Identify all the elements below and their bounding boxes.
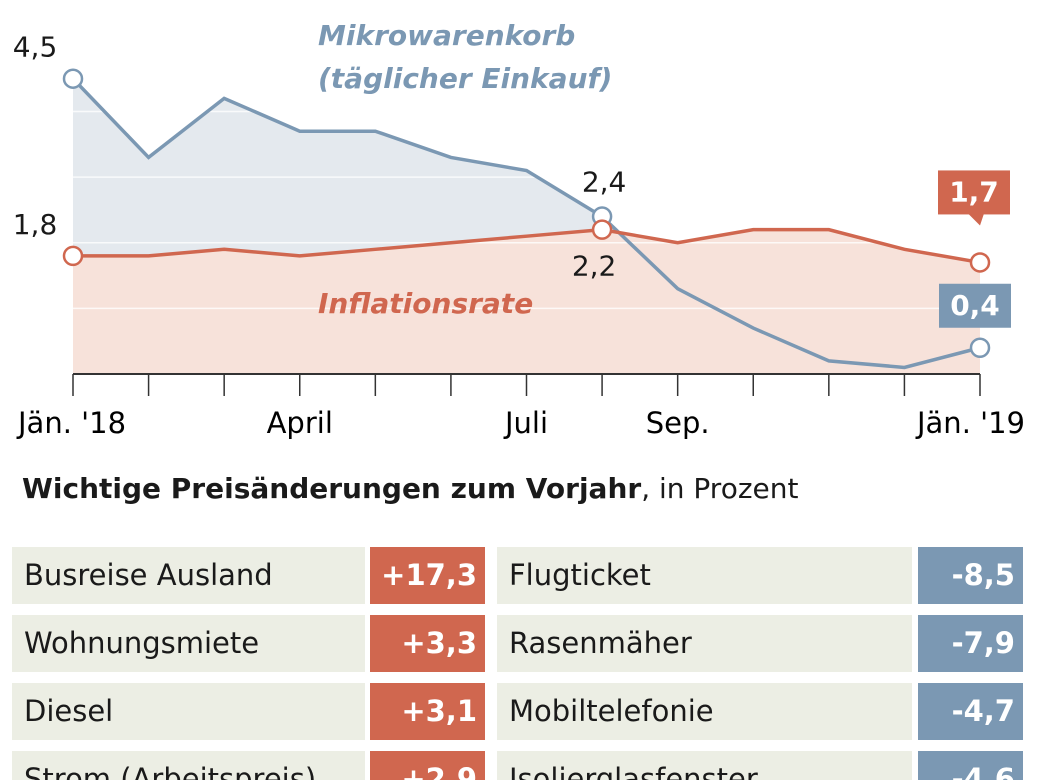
data-label: 4,5	[13, 31, 58, 64]
point	[62, 68, 84, 89]
point	[969, 337, 991, 358]
item-change: -8,5	[918, 547, 1023, 604]
item-change: +17,3	[370, 547, 485, 604]
data-label: 2,2	[572, 250, 617, 283]
item-change: -4,6	[918, 751, 1023, 780]
item-change: +3,1	[370, 683, 485, 740]
item-name: Wohnungsmiete	[12, 615, 365, 672]
value-box: 0,4	[939, 283, 1011, 328]
line	[73, 227, 981, 265]
x-tick-label: Jän. '18	[16, 406, 126, 440]
value-box: 1,7	[938, 170, 1010, 226]
point	[969, 252, 991, 273]
item-name: Mobiltelefonie	[497, 683, 912, 740]
item-change: -7,9	[918, 615, 1023, 672]
title-bold: Wichtige Preisänderungen zum Vorjahr	[22, 472, 642, 505]
x-tick-label: Sep.	[646, 406, 710, 440]
x-tick-label: April	[267, 406, 333, 440]
x-tick-label: Juli	[503, 406, 548, 440]
item-change: -4,7	[918, 683, 1023, 740]
item-name: Isolierglasfenster	[497, 751, 912, 780]
label-box	[939, 283, 1011, 328]
item-change: +3,3	[370, 615, 485, 672]
point	[62, 245, 84, 267]
label-pointer	[968, 213, 984, 226]
data-label: 1,7	[949, 175, 999, 208]
data-label: 2,4	[582, 166, 627, 199]
title-rest: , in Prozent	[641, 472, 799, 505]
x-tick-label: Jän. '19	[915, 406, 1025, 440]
data-label: 0,4	[950, 289, 1000, 322]
series-label: Inflationsrate	[318, 287, 534, 320]
label-box	[938, 170, 1010, 215]
data-label: 1,8	[13, 208, 58, 241]
item-name: Busreise Ausland	[12, 547, 365, 604]
chart: Jän. '18 April Juli Sep. Jän. '19 4,5 2,4 0,4 1,…	[13, 31, 1025, 440]
line	[71, 77, 981, 370]
item-name: Rasenmäher	[497, 615, 912, 672]
item-name: Strom (Arbeitspreis)	[12, 751, 365, 780]
table-title: Wichtige Preisänderungen zum Vorjahr, in…	[22, 472, 798, 505]
point	[591, 219, 613, 240]
series-label: Mikrowarenkorb (täglicher Einkauf)	[318, 19, 613, 95]
item-name: Diesel	[12, 683, 365, 740]
item-change: +2,9	[370, 751, 485, 780]
item-name: Flugticket	[497, 547, 912, 604]
area	[73, 229, 980, 374]
